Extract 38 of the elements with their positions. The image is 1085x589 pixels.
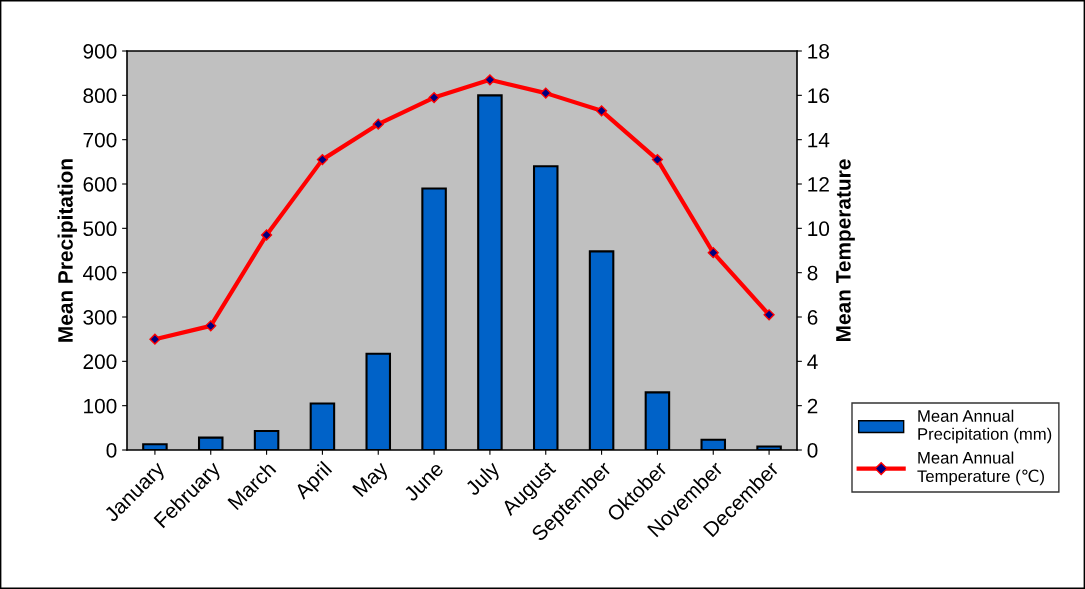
y2-tick-label: 10 (808, 221, 830, 237)
point (260, 229, 273, 241)
y-tick-label: 200 (83, 354, 117, 370)
y2-tick-label: 18 (808, 44, 829, 59)
y2-tick-label: 8 (807, 265, 818, 281)
y2-axis-title: Mean Temperature (836, 159, 855, 341)
point (149, 333, 161, 345)
point (316, 154, 329, 166)
point (428, 91, 440, 104)
y-tick-label: 400 (83, 265, 117, 281)
legend-label: Mean Annual Temperature (℃) (917, 451, 1044, 486)
y2-tick-label: 16 (808, 88, 829, 104)
y-tick-label: 100 (84, 398, 117, 414)
point (484, 74, 496, 86)
y-tick-label: 300 (83, 310, 117, 325)
y-tick-label: 700 (83, 132, 117, 148)
y-tick-label: 500 (83, 221, 117, 237)
point (372, 118, 384, 130)
y-axis-title: Mean Precipitation (57, 159, 77, 342)
x-tick-label: May (352, 460, 392, 501)
y-tick-label: 900 (83, 44, 117, 59)
y2-tick-label: 2 (807, 398, 818, 414)
y-tick-label: 600 (83, 177, 117, 192)
y2-tick-label: 14 (808, 132, 830, 148)
point (595, 105, 608, 117)
y2-tick-label: 12 (808, 177, 829, 192)
y2-tick-label: 0 (807, 443, 818, 458)
y2-tick-label: 4 (807, 354, 818, 369)
point (651, 154, 664, 166)
point (763, 309, 775, 321)
y2-tick-label: 6 (807, 310, 818, 325)
y-tick-label: 800 (83, 88, 117, 104)
x-tick-label: July (463, 459, 504, 500)
legend-label: Mean Annual Precipitation (mm) (918, 409, 1052, 444)
point (707, 247, 719, 259)
point (540, 87, 552, 99)
y-tick-label: 0 (106, 443, 117, 458)
point (205, 320, 217, 332)
